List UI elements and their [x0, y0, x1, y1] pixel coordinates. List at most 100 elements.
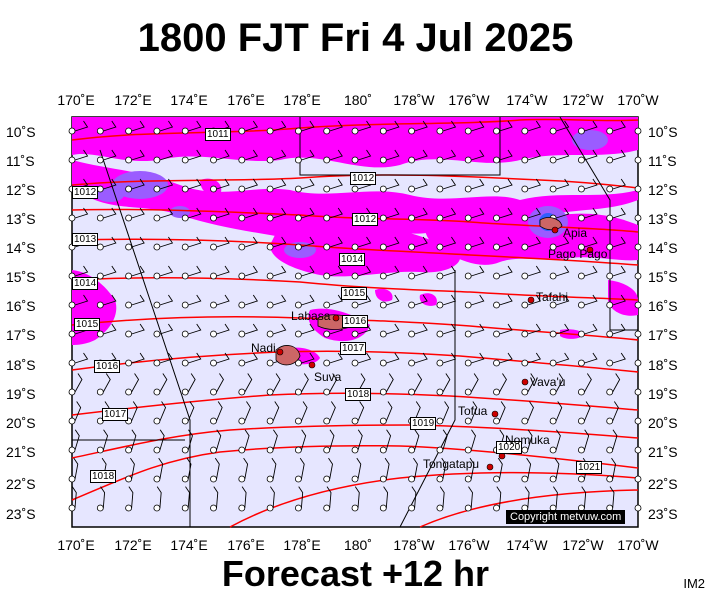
- wind-barb: [414, 401, 421, 422]
- wind-barb: [357, 294, 372, 306]
- wind-station: [68, 214, 76, 222]
- wind-station: [294, 301, 302, 309]
- wind-barb: [527, 207, 542, 219]
- wind-station: [266, 243, 274, 251]
- wind-barb: [386, 265, 400, 277]
- wind-station: [210, 330, 217, 338]
- wind-station: [294, 504, 302, 512]
- wind-station: [266, 504, 274, 512]
- wind-barb: [300, 429, 307, 451]
- isobar-label: 1020: [496, 441, 523, 454]
- wind-station: [464, 330, 472, 338]
- wind-barb: [103, 207, 117, 219]
- wind-station: [153, 301, 161, 309]
- wind-station: [408, 272, 416, 280]
- wind-station: [606, 446, 614, 454]
- wind-station: [634, 388, 642, 396]
- wind-station: [436, 446, 444, 454]
- lon-label: 174˚E: [170, 537, 208, 553]
- wind-station: [238, 243, 246, 251]
- wind-barb: [299, 457, 305, 480]
- wind-barb: [74, 373, 83, 393]
- wind-barb: [216, 373, 224, 393]
- wind-station: [181, 359, 189, 367]
- wind-barb: [470, 429, 476, 451]
- wind-station: [464, 446, 472, 454]
- wind-station: [436, 388, 444, 396]
- wind-barb: [186, 457, 192, 480]
- samoa-island: [539, 217, 563, 231]
- isobar-label: 1012: [352, 213, 379, 226]
- wind-station: [634, 330, 642, 338]
- wind-station: [493, 359, 500, 367]
- wind-barb: [414, 323, 428, 335]
- wind-barb: [300, 401, 308, 422]
- wind-station: [578, 214, 585, 222]
- wind-station: [153, 272, 161, 280]
- wind-barb: [329, 120, 343, 132]
- wind-station: [68, 475, 76, 483]
- wind-barb: [244, 294, 259, 306]
- wind-station: [96, 388, 104, 396]
- wind-station: [153, 185, 161, 193]
- wind-station: [125, 156, 133, 164]
- wind-station: [493, 301, 500, 309]
- wind-station: [238, 359, 246, 367]
- wind-barb: [74, 120, 89, 132]
- wind-barb: [159, 401, 167, 422]
- lat-label: 18˚S: [648, 357, 678, 373]
- wind-station: [493, 272, 500, 280]
- wind-station: [323, 388, 331, 396]
- wind-barb: [131, 352, 145, 364]
- wind-station: [323, 446, 331, 454]
- wind-station: [96, 330, 104, 338]
- wind-barb: [527, 429, 533, 451]
- wind-station: [181, 388, 189, 396]
- wind-barb: [272, 265, 287, 277]
- wind-station: [210, 156, 217, 164]
- wind-station: [238, 417, 246, 425]
- wind-barb: [213, 486, 219, 509]
- wind-station: [210, 504, 217, 512]
- wind-barb: [499, 120, 513, 132]
- wind-barb: [103, 265, 117, 277]
- lat-label: 19˚S: [6, 386, 36, 402]
- wind-station: [210, 301, 217, 309]
- wind-barb: [131, 373, 140, 393]
- wind-station: [606, 359, 614, 367]
- wind-barb: [499, 207, 513, 219]
- wind-barb: [159, 352, 174, 364]
- isobar-label: 1017: [340, 342, 367, 355]
- lat-label: 21˚S: [6, 444, 36, 460]
- wind-barb: [244, 178, 259, 190]
- lat-label: 16˚S: [6, 298, 36, 314]
- wind-station: [351, 272, 359, 280]
- wind-station: [68, 446, 76, 454]
- wind-barb: [385, 429, 392, 451]
- wind-barb: [555, 236, 570, 248]
- wind-station: [181, 446, 189, 454]
- place-label: Pago Pago: [548, 247, 608, 261]
- wind-barb: [612, 265, 626, 277]
- wind-barb: [555, 178, 570, 190]
- lon-label: 178˚W: [393, 92, 435, 108]
- wind-barb: [524, 486, 530, 509]
- wind-station: [606, 417, 614, 425]
- wind-station: [125, 127, 133, 135]
- place-label: Labasa: [291, 309, 331, 323]
- wind-station: [379, 185, 387, 193]
- wind-barb: [414, 120, 428, 132]
- wind-barb: [326, 486, 332, 509]
- wind-station: [464, 301, 472, 309]
- wind-station: [153, 214, 161, 222]
- wind-station: [521, 301, 529, 309]
- wind-barb: [471, 207, 485, 219]
- lat-label: 13˚S: [648, 211, 678, 227]
- wind-barb: [159, 265, 174, 277]
- wind-barb: [159, 207, 174, 219]
- wind-station: [549, 475, 557, 483]
- wind-station: [436, 330, 444, 338]
- wind-barb: [414, 294, 428, 306]
- wind-station: [436, 127, 444, 135]
- lon-label: 180˚: [343, 537, 373, 553]
